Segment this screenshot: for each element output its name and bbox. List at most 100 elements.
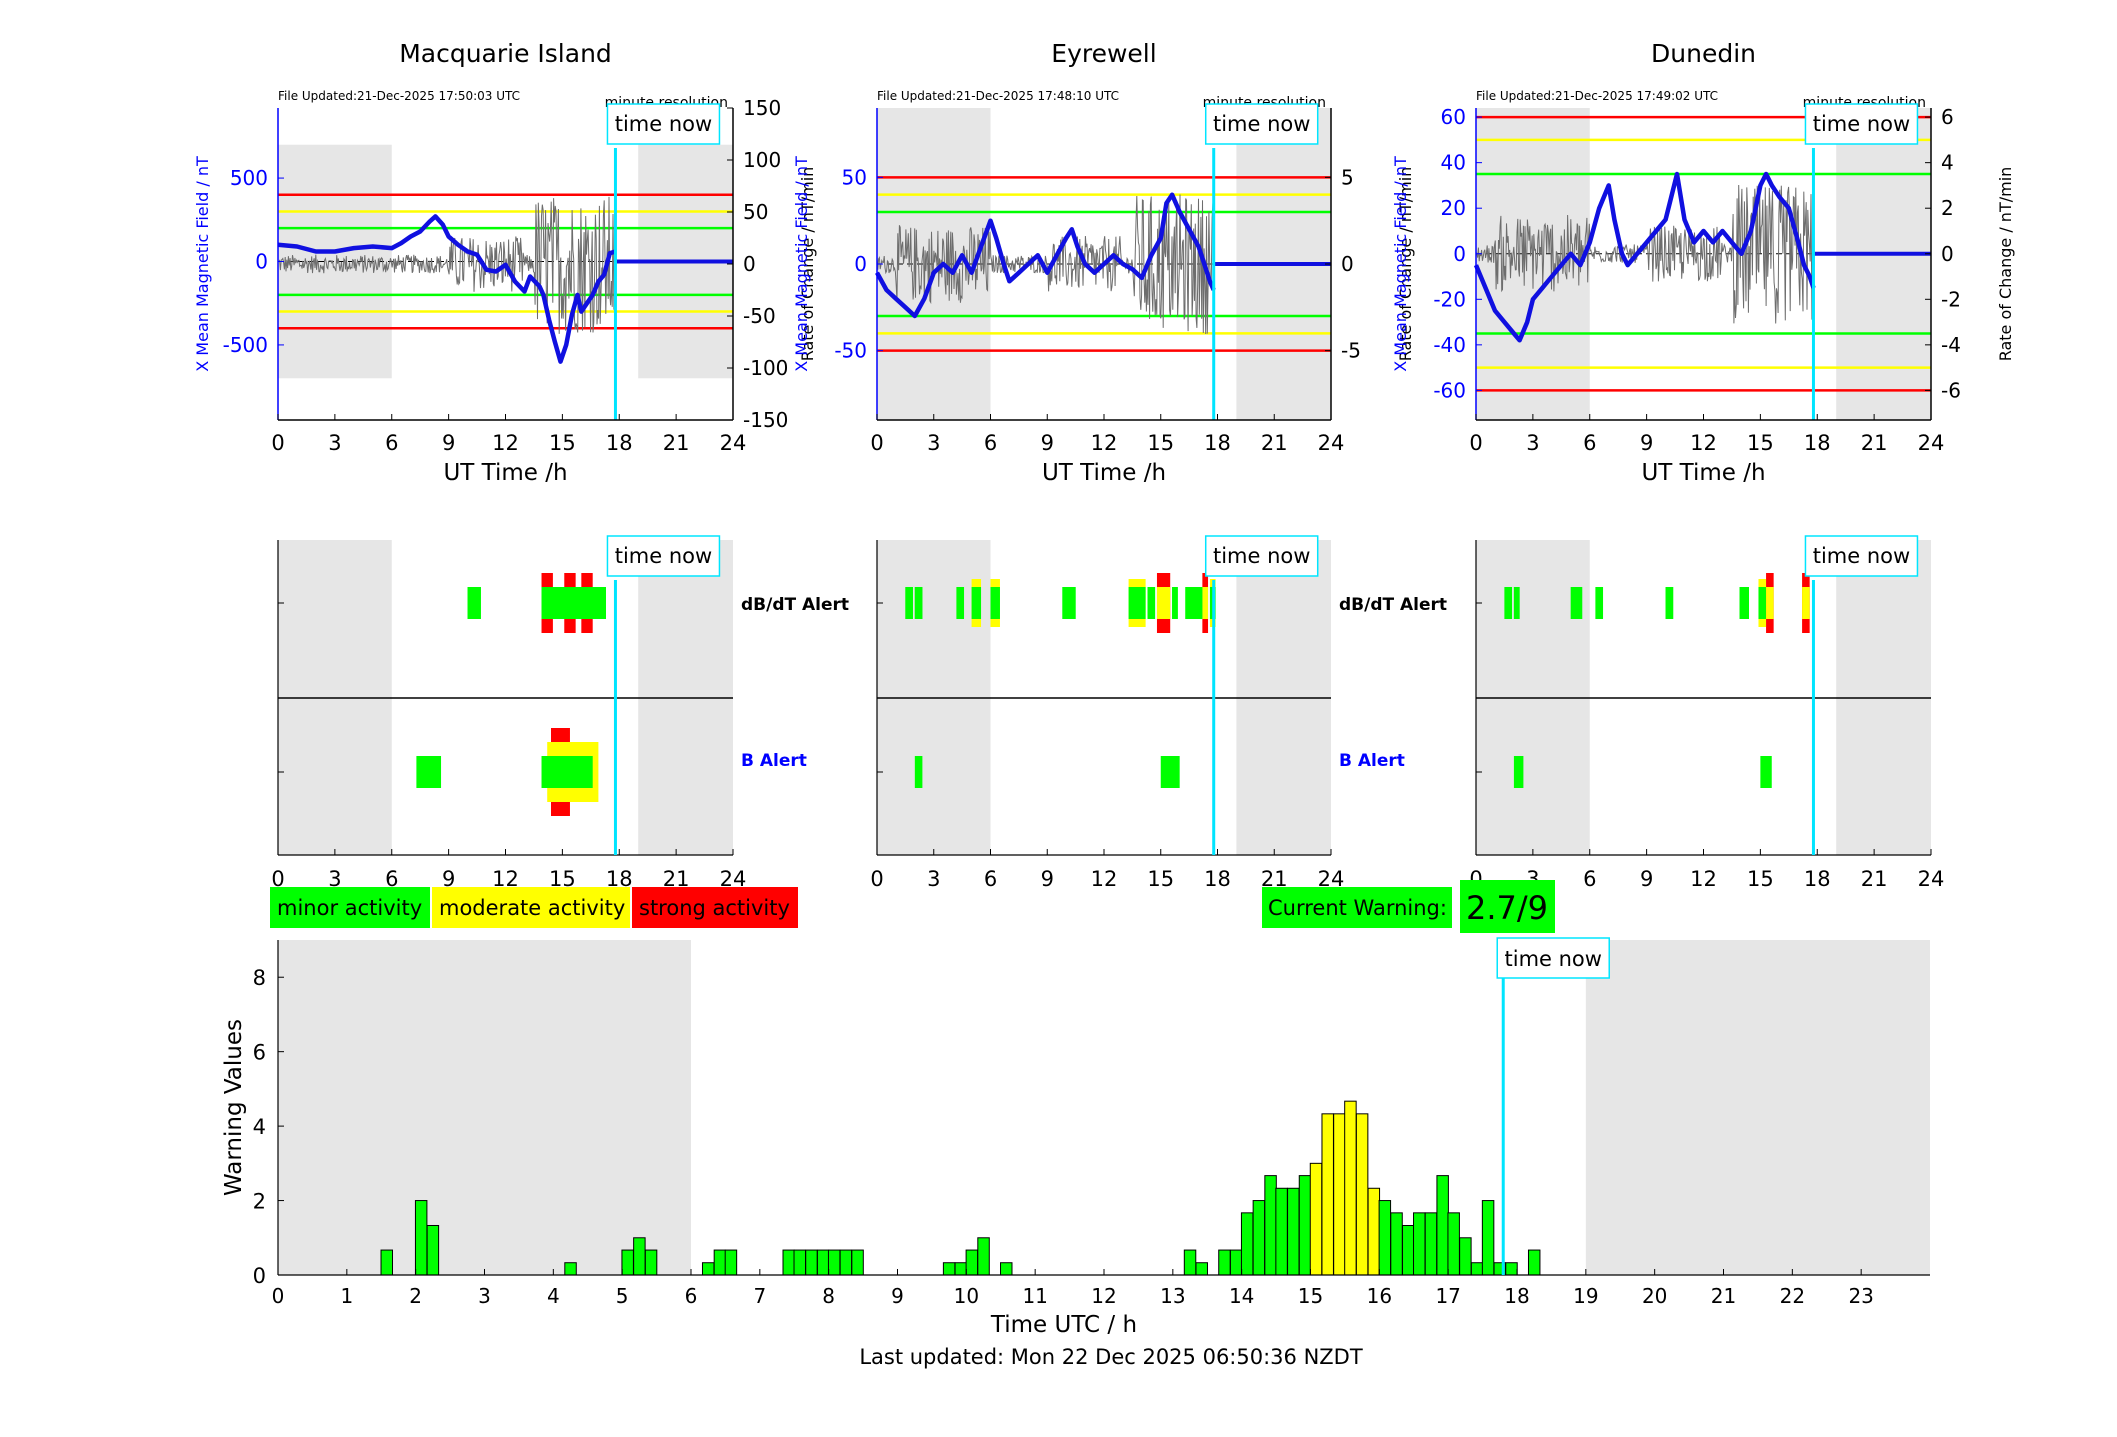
left-tick-label: 20 [1441, 196, 1466, 220]
warning-bar [1447, 1212, 1460, 1276]
warning-bar [414, 1200, 428, 1276]
right-tick-label: 4 [1941, 151, 1954, 175]
warning-bar [1378, 1200, 1392, 1276]
x-tick-label: 9 [1041, 867, 1054, 891]
left-tick-label: 0 [854, 252, 867, 276]
dbdt-alert-green-block [1570, 587, 1583, 619]
dbdt-alert-inner-block [1156, 587, 1171, 619]
b-alert-green-block [1760, 756, 1772, 788]
warning-bar [1344, 1100, 1357, 1276]
dbdt-alert-green-block [956, 587, 965, 619]
dbdt-alert-inner-block [1802, 587, 1810, 619]
rate-of-change-trace [277, 196, 616, 334]
right-tick-label: 150 [743, 96, 781, 120]
time-now-box [606, 535, 721, 577]
left-tick-label: -500 [223, 333, 268, 357]
legend-swatch-1 [432, 887, 630, 928]
x-tick-label: 14 [1229, 1284, 1254, 1308]
warning-bar [1470, 1262, 1484, 1276]
warning-bar [1218, 1249, 1231, 1276]
left-tick-label: 0 [255, 249, 268, 273]
mean-field-series [1473, 171, 1816, 343]
x-tick-label: 18 [606, 431, 633, 455]
warning-bar [1424, 1212, 1438, 1276]
warning-bar [1390, 1212, 1403, 1276]
dbdt-alert-green-block [1185, 587, 1203, 619]
right-tick-label: -2 [1941, 287, 1961, 311]
x-tick-label: 12 [1690, 867, 1717, 891]
right-tick-label: 2 [1941, 196, 1954, 220]
legend-swatch-2 [632, 887, 798, 928]
last-updated-footer: Last updated: Mon 22 Dec 2025 06:50:36 N… [859, 1345, 1363, 1369]
x-axis-label: Time UTC / h [990, 1312, 1137, 1338]
warning-bar [1436, 1175, 1449, 1276]
x-tick-label: 0 [271, 431, 284, 455]
x-tick-label: 0 [1469, 431, 1482, 455]
x-tick-label: 9 [1640, 867, 1653, 891]
warning-bar [713, 1249, 727, 1276]
time-now-box [1804, 103, 1919, 145]
file-updated-label: File Updated:21-Dec-2025 17:48:10 UTC [877, 89, 1119, 103]
warning-bar [1195, 1262, 1208, 1276]
time-now-box [1496, 937, 1610, 979]
station-plot-1: Eyrewell File Updated:21-Dec-2025 17:48:1… [792, 39, 1415, 486]
x-tick-label: 17 [1435, 1284, 1460, 1308]
dbdt-alert-green-block [467, 587, 481, 619]
b-alert-green-block [914, 756, 923, 788]
right-tick-label: -6 [1941, 378, 1961, 402]
b-alert-green-block [541, 756, 593, 788]
x-tick-label: 3 [927, 431, 940, 455]
mean-field-series [875, 192, 1216, 319]
time-now-box [606, 103, 721, 145]
x-tick-label: 6 [1583, 431, 1596, 455]
x-tick-label: 2 [409, 1284, 422, 1308]
x-tick-label: 12 [1091, 1284, 1116, 1308]
x-tick-label: 9 [442, 867, 455, 891]
time-now-box [1204, 103, 1319, 145]
dbdt-alert-inner-block [971, 587, 982, 619]
warning-bar [644, 1249, 658, 1276]
y-tick-label: 0 [253, 1264, 266, 1288]
time-now-label: time now [1813, 544, 1910, 568]
right-tick-label: 100 [743, 148, 781, 172]
warning-bar [1240, 1212, 1254, 1276]
y-tick-label: 2 [253, 1190, 266, 1214]
warning-bar [816, 1249, 830, 1276]
warning-bar [1481, 1200, 1495, 1276]
x-tick-label: 5 [616, 1284, 629, 1308]
x-tick-label: 15 [1147, 867, 1174, 891]
station-plot-2: Dunedin File Updated:21-Dec-2025 17:49:02… [1391, 39, 2015, 486]
x-tick-label: 12 [1690, 431, 1717, 455]
b-alert-green-block [416, 756, 442, 788]
left-tick-label: 50 [842, 165, 867, 189]
x-tick-label: 23 [1848, 1284, 1873, 1308]
dbdt-alert-green-block [914, 587, 923, 619]
night-shading [1836, 108, 1931, 420]
dbdt-alert-label: dB/dT Alert [741, 595, 849, 615]
x-tick-label: 12 [1091, 867, 1118, 891]
warning-bar [851, 1249, 864, 1276]
x-tick-label: 9 [442, 431, 455, 455]
x-tick-label: 11 [1022, 1284, 1047, 1308]
x-tick-label: 12 [1091, 431, 1118, 455]
x-tick-label: 6 [984, 431, 997, 455]
station-title: Eyrewell [1051, 39, 1156, 68]
x-tick-label: 24 [1918, 867, 1945, 891]
right-y-label: Rate of Change / nT/min [1996, 167, 2015, 362]
file-updated-label: File Updated:21-Dec-2025 17:49:02 UTC [1476, 89, 1718, 103]
b-alert-green-block [1160, 756, 1180, 788]
x-tick-label: 21 [1711, 1284, 1736, 1308]
warning-bar [1321, 1113, 1334, 1276]
left-tick-label: -20 [1433, 287, 1466, 311]
x-tick-label: 15 [1298, 1284, 1323, 1308]
x-tick-label: 0 [271, 867, 284, 891]
x-tick-label: 9 [891, 1284, 904, 1308]
x-tick-label: 13 [1160, 1284, 1185, 1308]
x-tick-label: 6 [385, 431, 398, 455]
x-tick-label: 15 [549, 431, 576, 455]
warning-bar [1000, 1262, 1013, 1276]
